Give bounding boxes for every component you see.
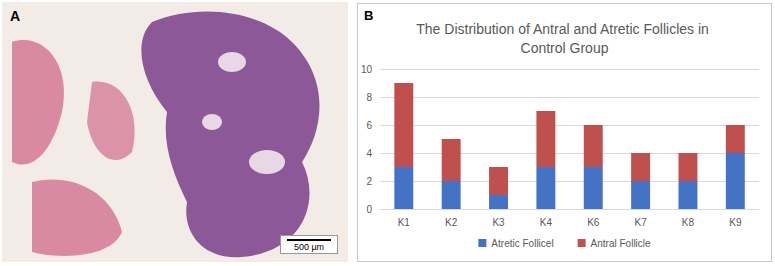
svg-text:The Distribution of Antral and: The Distribution of Antral and Atretic F…	[416, 21, 712, 37]
html-text:500 µm: 500 µm	[293, 242, 325, 252]
svg-text:K6: K6	[587, 217, 600, 228]
svg-text:4: 4	[367, 148, 373, 159]
svg-text:K8: K8	[682, 217, 695, 228]
svg-text:K3: K3	[492, 217, 505, 228]
html-text:B: B	[364, 8, 374, 23]
svg-text:K4: K4	[540, 217, 553, 228]
svg-text:6: 6	[367, 120, 373, 131]
svg-text:0: 0	[367, 204, 373, 215]
svg-text:K9: K9	[729, 217, 742, 228]
svg-text:2: 2	[367, 176, 373, 187]
svg-text:K1: K1	[398, 217, 411, 228]
svg-text:Atretic Follicel: Atretic Follicel	[491, 238, 553, 249]
svg-text:10: 10	[361, 64, 373, 75]
svg-text:Control Group: Control Group	[521, 40, 609, 56]
svg-text:Antral Follicle: Antral Follicle	[591, 238, 651, 249]
svg-text:K2: K2	[445, 217, 458, 228]
html-text:A: A	[10, 8, 21, 24]
svg-text:8: 8	[367, 92, 373, 103]
svg-text:K7: K7	[634, 217, 647, 228]
